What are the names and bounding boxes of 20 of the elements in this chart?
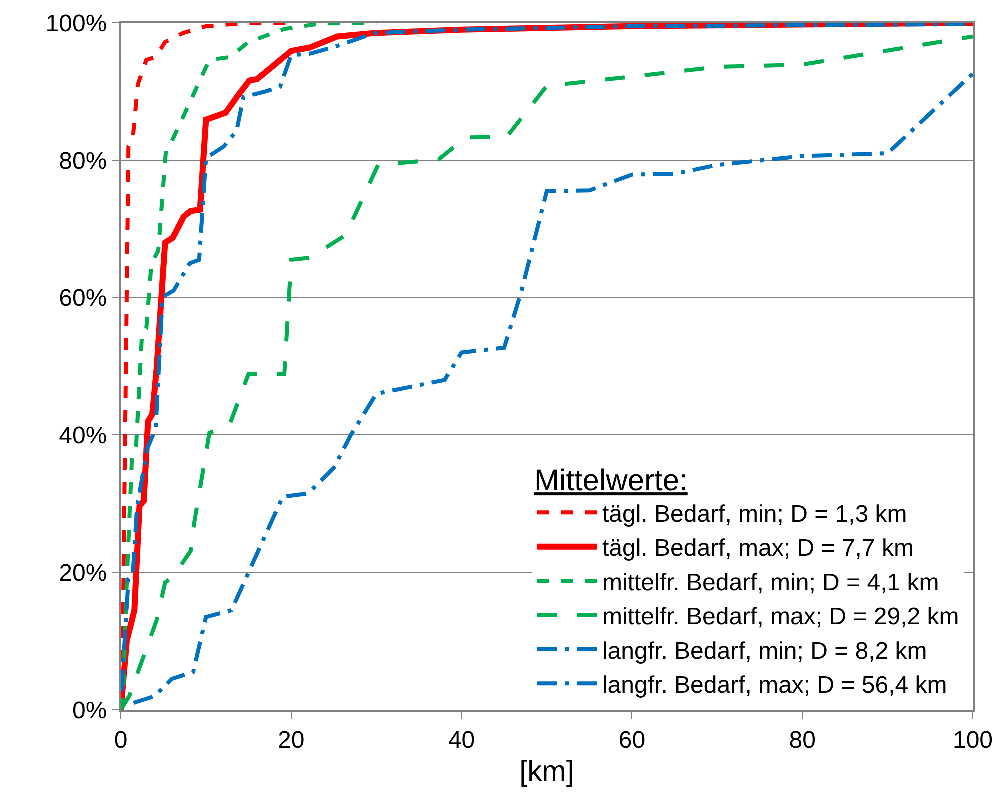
legend-label: mittelfr. Bedarf, max; D = 29,2 km — [602, 604, 960, 631]
y-tick-label: 0% — [72, 697, 108, 724]
x-tick-label: 40 — [448, 726, 476, 754]
y-tick-label: 80% — [59, 148, 108, 175]
x-tick-label: 60 — [618, 726, 646, 754]
x-tick-label: 80 — [789, 726, 816, 754]
x-tick-label: 100 — [952, 726, 994, 754]
legend-label: tägl. Bedarf, max; D = 7,7 km — [602, 535, 914, 562]
x-tick-label: 0 — [114, 726, 128, 754]
x-axis-title: [km] — [520, 756, 574, 788]
x-tick-label: 20 — [278, 726, 305, 754]
legend-label: tägl. Bedarf, min; D = 1,3 km — [602, 501, 908, 528]
y-tick-label: 20% — [59, 560, 108, 587]
y-tick-label: 40% — [59, 422, 108, 450]
y-tick-label: 60% — [59, 285, 108, 312]
legend-label: langfr. Bedarf, max; D = 56,4 km — [602, 672, 948, 700]
legend-label: mittelfr. Bedarf, min; D = 4,1 km — [602, 569, 940, 596]
legend-label: langfr. Bedarf, min; D = 8,2 km — [602, 638, 928, 665]
y-tick-label: 100% — [46, 10, 108, 38]
legend-title: Mittelwerte: — [534, 464, 688, 498]
